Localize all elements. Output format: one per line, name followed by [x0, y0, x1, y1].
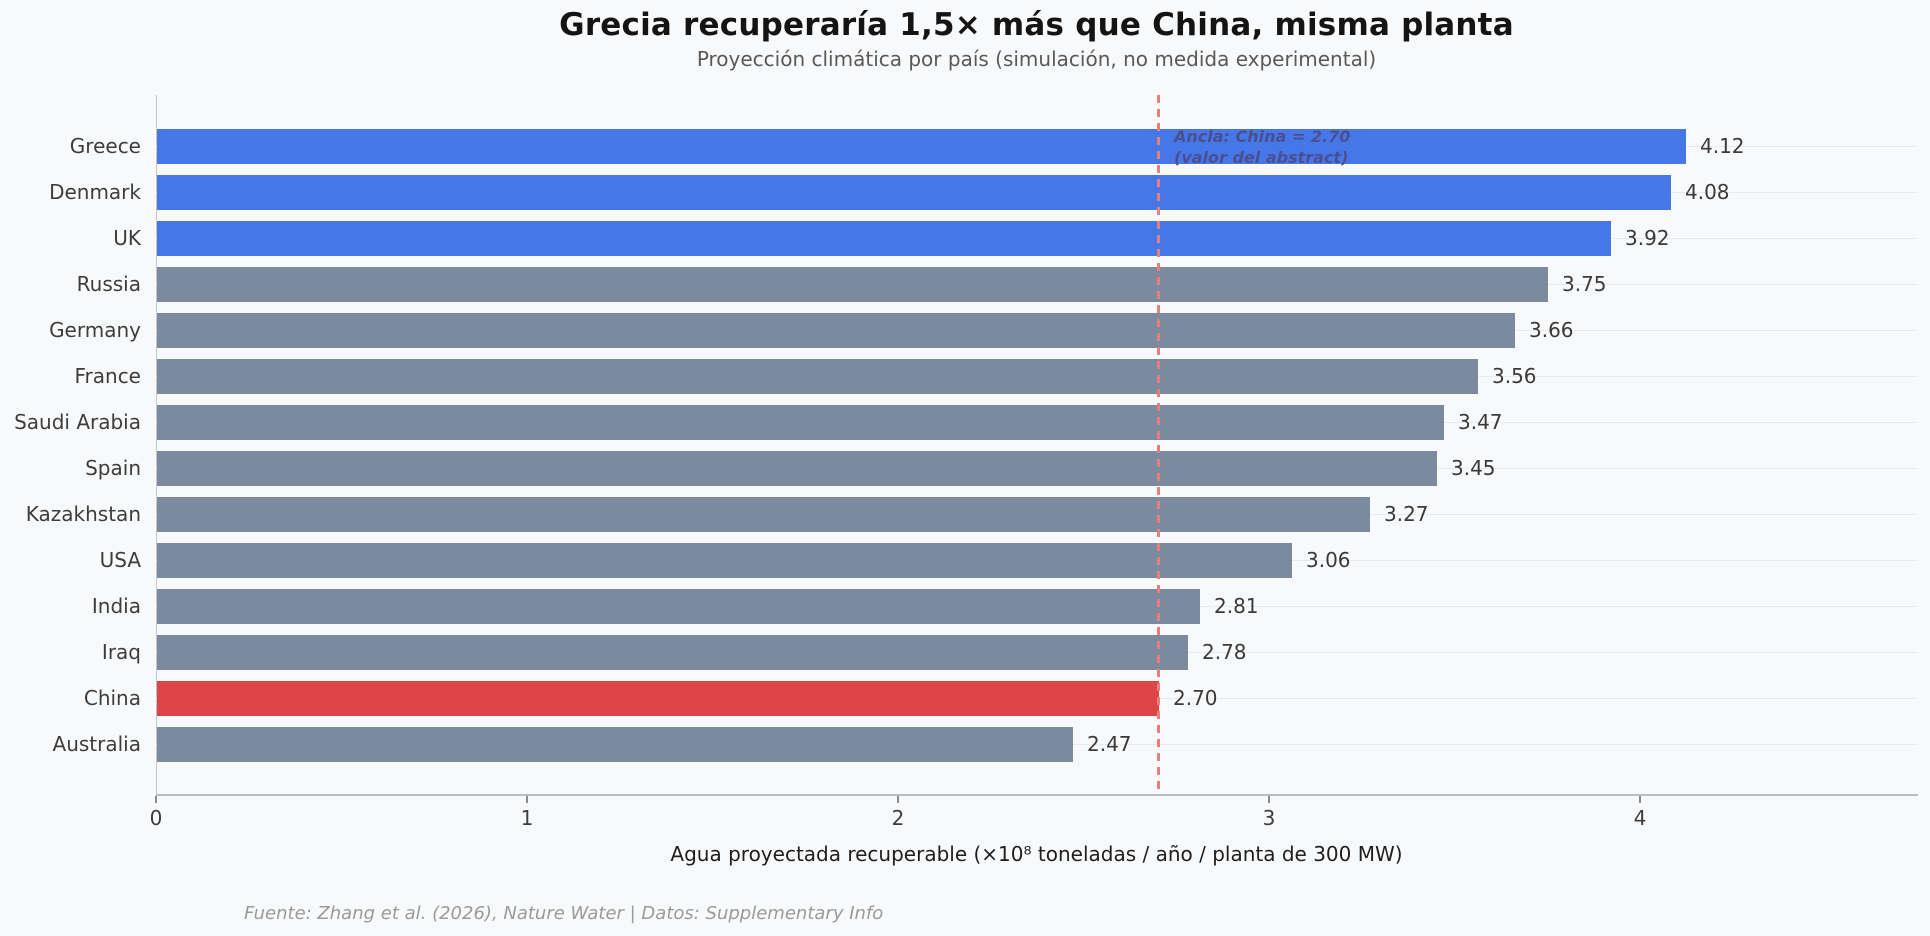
value-label: 3.66 — [1529, 318, 1574, 342]
bar-australia — [157, 727, 1073, 762]
value-label: 3.92 — [1625, 226, 1670, 250]
bar-uk — [157, 221, 1611, 256]
x-tick-mark — [526, 796, 528, 803]
bar-china — [157, 681, 1159, 716]
value-label: 3.06 — [1306, 548, 1351, 572]
category-label: Iraq — [101, 640, 141, 664]
value-label: 2.47 — [1087, 732, 1132, 756]
value-label: 2.70 — [1173, 686, 1218, 710]
category-label: Russia — [76, 272, 141, 296]
y-axis-spine — [156, 95, 157, 794]
category-label: Kazakhstan — [25, 502, 141, 526]
bar-denmark — [157, 175, 1671, 210]
bar-france — [157, 359, 1478, 394]
bar-russia — [157, 267, 1548, 302]
value-label: 3.45 — [1451, 456, 1496, 480]
bar-germany — [157, 313, 1515, 348]
category-label: Germany — [49, 318, 141, 342]
bar-iraq — [157, 635, 1188, 670]
category-label: Spain — [85, 456, 141, 480]
category-label: UK — [113, 226, 141, 250]
category-label: Denmark — [49, 180, 141, 204]
value-label: 2.81 — [1214, 594, 1259, 618]
x-tick-mark — [1639, 796, 1641, 803]
x-tick-mark — [1268, 796, 1270, 803]
category-label: France — [74, 364, 141, 388]
x-tick-mark — [897, 796, 899, 803]
x-tick-mark — [155, 796, 157, 803]
chart-subtitle: Proyección climática por país (simulació… — [696, 47, 1377, 71]
bar-spain — [157, 451, 1437, 486]
source-note: Fuente: Zhang et al. (2026), Nature Wate… — [244, 903, 884, 924]
anchor-annotation-line2: (valor del abstract) — [1174, 148, 1349, 167]
value-label: 3.27 — [1384, 502, 1429, 526]
x-tick-label: 3 — [1262, 806, 1276, 830]
anchor-reference-line — [1157, 95, 1160, 794]
anchor-annotation-line1: Ancla: China = 2.70 — [1174, 127, 1351, 146]
category-label: India — [91, 594, 141, 618]
value-label: 2.78 — [1202, 640, 1247, 664]
anchor-annotation: Ancla: China = 2.70 (valor del abstract) — [1174, 126, 1350, 168]
value-label: 4.08 — [1685, 180, 1730, 204]
category-label: Australia — [52, 732, 141, 756]
chart-title: Grecia recuperaría 1,5× más que China, m… — [559, 7, 1514, 43]
bar-usa — [157, 543, 1292, 578]
bar-kazakhstan — [157, 497, 1370, 532]
x-tick-label: 1 — [520, 806, 534, 830]
x-axis-line — [156, 794, 1918, 796]
bar-india — [157, 589, 1200, 624]
x-tick-label: 0 — [149, 806, 163, 830]
x-tick-label: 4 — [1633, 806, 1647, 830]
category-label: Saudi Arabia — [14, 410, 141, 434]
value-label: 3.75 — [1562, 272, 1607, 296]
value-label: 3.56 — [1492, 364, 1537, 388]
value-label: 3.47 — [1458, 410, 1503, 434]
bar-saudi-arabia — [157, 405, 1444, 440]
category-label: China — [83, 686, 141, 710]
value-label: 4.12 — [1700, 134, 1745, 158]
x-tick-label: 2 — [891, 806, 905, 830]
x-axis-label: Agua proyectada recuperable (×10⁸ tonela… — [670, 842, 1403, 866]
plot-area: Ancla: China = 2.70 (valor del abstract)… — [14, 95, 1917, 794]
bar-greece — [157, 129, 1686, 164]
category-label: USA — [99, 548, 141, 572]
category-label: Greece — [69, 134, 141, 158]
